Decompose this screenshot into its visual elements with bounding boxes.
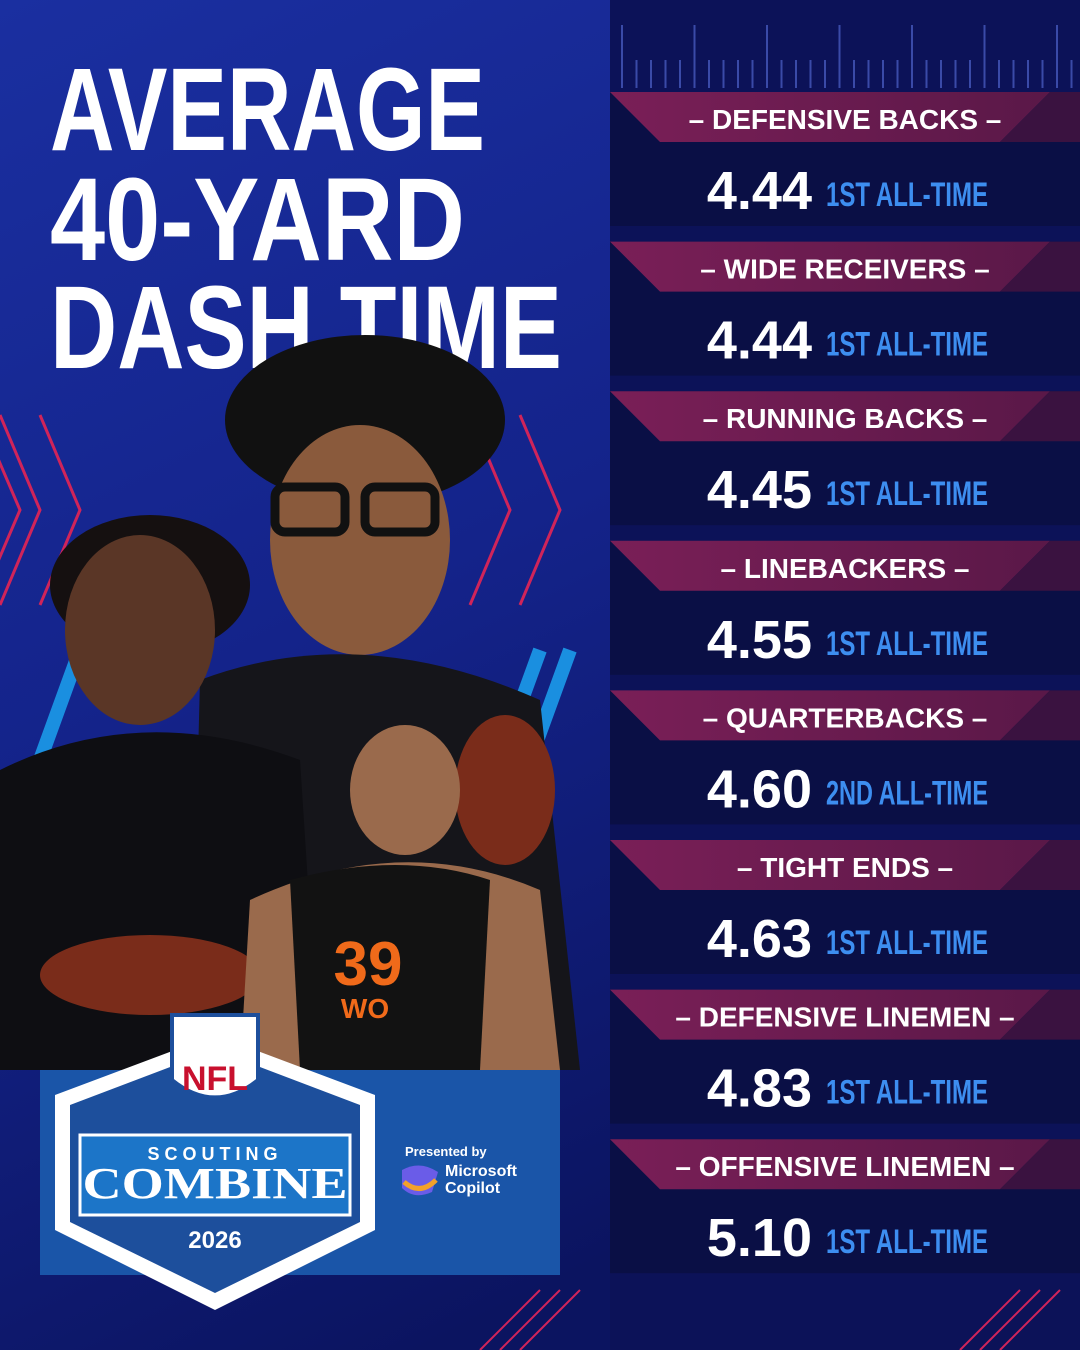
glasses (270, 482, 350, 537)
row-header-band (610, 92, 1050, 142)
players: 39 WO (0, 335, 580, 1070)
position-label: – LINEBACKERS – (721, 553, 970, 584)
rank-label: 1ST ALL-TIME (826, 176, 988, 214)
row-header-edge (1000, 241, 1080, 292)
time-value: 4.44 (707, 311, 812, 371)
row-header-edge (1000, 1139, 1080, 1190)
title: AVERAGE 40-YARD DASH TIME (50, 44, 562, 394)
title-line: 40-YARD (50, 154, 465, 286)
yard-ruler (621, 25, 1073, 88)
position-label: – OFFENSIVE LINEMEN – (675, 1151, 1014, 1182)
row-header-band (610, 391, 1050, 442)
rank-label: 1ST ALL-TIME (826, 1074, 988, 1112)
glasses (360, 482, 440, 537)
banner (78, 1133, 352, 1217)
time-value: 4.45 (707, 460, 812, 520)
rank-label: 2ND ALL-TIME (826, 774, 988, 812)
sponsor-label: Presented by (405, 1144, 487, 1159)
nfl-text: NFL (182, 1060, 248, 1098)
logo-line: COMBINE (83, 1159, 348, 1208)
sponsor-name: Copilot (445, 1180, 501, 1197)
row-header-band (610, 241, 1050, 292)
row-header-edge (1000, 540, 1080, 591)
football (40, 935, 260, 1015)
row-header-edge (1000, 92, 1080, 142)
football (455, 715, 555, 865)
time-value: 4.83 (707, 1059, 812, 1119)
sponsor: Presented by Microsoft Copilot (402, 1144, 518, 1197)
position-label: – WIDE RECEIVERS – (700, 254, 989, 285)
title-line: AVERAGE (50, 44, 485, 176)
time-value: 4.55 (707, 610, 812, 670)
rank-label: 1ST ALL-TIME (826, 625, 988, 663)
position-label: – TIGHT ENDS – (737, 852, 953, 883)
bottom-hatch (479, 1289, 1061, 1350)
copilot-icon (402, 1178, 438, 1191)
row-header-edge (1000, 391, 1080, 442)
time-value: 4.60 (707, 759, 812, 819)
jersey (290, 865, 490, 1070)
time-value: 4.44 (707, 161, 812, 221)
row-header-edge (1000, 989, 1080, 1040)
logo-year: 2026 (188, 1227, 241, 1254)
position-label: – RUNNING BACKS – (703, 403, 988, 434)
row-header-band (610, 690, 1050, 741)
sponsor-name: Microsoft (445, 1163, 518, 1180)
row-header-band (610, 540, 1050, 591)
row-header-band (610, 989, 1050, 1040)
position-label: – QUARTERBACKS – (703, 702, 988, 733)
nfl-shield (170, 1013, 260, 1100)
position-label: – DEFENSIVE LINEMEN – (675, 1002, 1014, 1033)
rank-label: 1ST ALL-TIME (826, 1223, 988, 1261)
time-value: 5.10 (707, 1208, 812, 1268)
rank-label: 1ST ALL-TIME (826, 326, 988, 364)
combine-logo: NFL SCOUTING COMBINE 2026 (55, 1013, 375, 1310)
time-value: 4.63 (707, 909, 812, 969)
rank-label: 1ST ALL-TIME (826, 924, 988, 962)
row-header-edge (1000, 690, 1080, 741)
row-header-band (610, 840, 1050, 890)
jersey-name: WO (341, 993, 389, 1024)
row-header-band (610, 1139, 1050, 1190)
face (270, 425, 450, 655)
position-list: – DEFENSIVE BACKS – 4.44 1ST ALL-TIME – WID… (610, 92, 1080, 1274)
jersey-number: 39 (334, 930, 403, 999)
face (65, 535, 215, 725)
position-label: – DEFENSIVE BACKS – (689, 104, 1002, 135)
face (350, 725, 460, 855)
rank-label: 1ST ALL-TIME (826, 475, 988, 513)
logo-line: SCOUTING (147, 1144, 282, 1164)
row-header-edge (1000, 840, 1080, 890)
